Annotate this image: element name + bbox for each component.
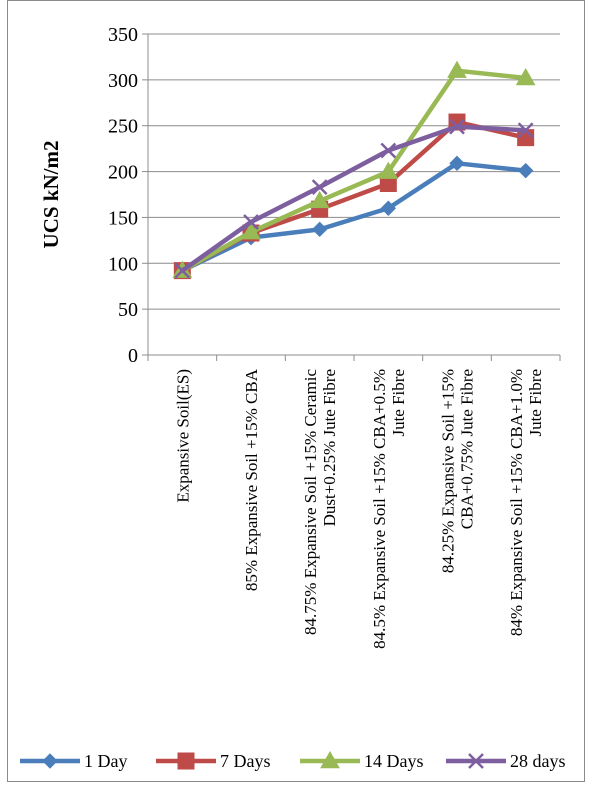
data-point-stroke (449, 118, 465, 135)
data-point (241, 222, 261, 240)
data-point (449, 118, 465, 135)
data-point-stroke (174, 262, 191, 279)
y-tick-label: 0 (128, 345, 138, 367)
series-line (180, 124, 528, 273)
category-label: 84.75% Expansive Soil +15% Ceramic Dust+0… (301, 369, 339, 635)
y-axis-label: UCS kN/m2 (39, 141, 63, 249)
legend-label: 1 Day (84, 751, 128, 771)
data-point (177, 752, 195, 770)
data-point (311, 179, 328, 196)
category-label: 84% Expansive Soil +15% CBA+1.0% Jute Fib… (507, 369, 545, 636)
legend: 1 Day 7 Days 14 Days 28 days (20, 750, 566, 771)
data-point (174, 262, 191, 279)
category-label-line: Expansive Soil(ES) (173, 369, 192, 503)
category-label-line: 85% Expansive Soil +15% CBA (242, 368, 261, 591)
data-point (447, 60, 467, 78)
category-label: Expansive Soil(ES) (173, 369, 192, 503)
data-point (517, 122, 534, 139)
y-tick-label: 200 (108, 162, 138, 184)
data-point (309, 190, 330, 209)
series-line (180, 161, 528, 273)
chart-frame: 0 50 100 150 200 250 300 350 UCS kN/m2 Expansive … (7, 0, 585, 782)
series-7-days (173, 113, 535, 280)
data-point (311, 221, 328, 238)
category-label: 84.25% Expansive Soil +15% CBA+0.75% Jute… (439, 369, 477, 573)
data-point (320, 750, 340, 769)
y-tick-label: 150 (108, 207, 138, 229)
legend-item: 14 Days (300, 750, 424, 771)
legend-item: 28 days (446, 751, 566, 771)
data-point (515, 68, 536, 86)
data-point-stroke (311, 179, 328, 196)
category-label: 85% Expansive Soil +15% CBA (242, 368, 261, 591)
data-point-stroke (243, 214, 259, 230)
y-tick-label: 50 (118, 299, 138, 321)
legend-item: 7 Days (156, 751, 271, 771)
data-point (449, 155, 465, 172)
y-tick-label: 250 (108, 116, 138, 138)
data-point (380, 142, 397, 159)
data-point (517, 162, 534, 179)
category-label-line: Dust+0.25% Jute Fibre (320, 369, 339, 526)
y-tick-label: 300 (108, 70, 138, 92)
data-point-stroke (517, 122, 534, 139)
category-label-line: 84.25% Expansive Soil +15% (439, 369, 458, 573)
category-label-line: 84.5% Expansive Soil +15% CBA+0.5% (370, 369, 389, 649)
category-label-line: 84% Expansive Soil +15% CBA+1.0% (507, 369, 526, 636)
series-28-days (174, 118, 534, 279)
category-label-line: Jute Fibre (389, 369, 408, 437)
category-label-line: Jute Fibre (526, 369, 545, 437)
series-line (180, 68, 528, 273)
y-tick-label: 100 (108, 253, 138, 275)
legend-label: 7 Days (220, 751, 271, 771)
data-point (42, 753, 58, 769)
data-point-stroke (380, 142, 397, 159)
data-point (380, 200, 397, 216)
legend-label: 14 Days (364, 751, 424, 771)
data-point (378, 161, 399, 179)
legend-label: 28 days (510, 751, 566, 771)
category-label-line: CBA+0.75% Jute Fibre (458, 369, 477, 529)
data-point-stroke (468, 753, 484, 769)
category-label-line: 84.75% Expansive Soil +15% Ceramic (301, 369, 320, 635)
ucs-line-chart: 0 50 100 150 200 250 300 350 UCS kN/m2 Expansive … (20, 24, 566, 771)
data-point (243, 214, 259, 230)
data-point (468, 753, 484, 769)
y-tick-label: 350 (108, 24, 138, 46)
legend-item: 1 Day (20, 751, 128, 771)
category-label: 84.5% Expansive Soil +15% CBA+0.5% Jute F… (370, 369, 408, 649)
